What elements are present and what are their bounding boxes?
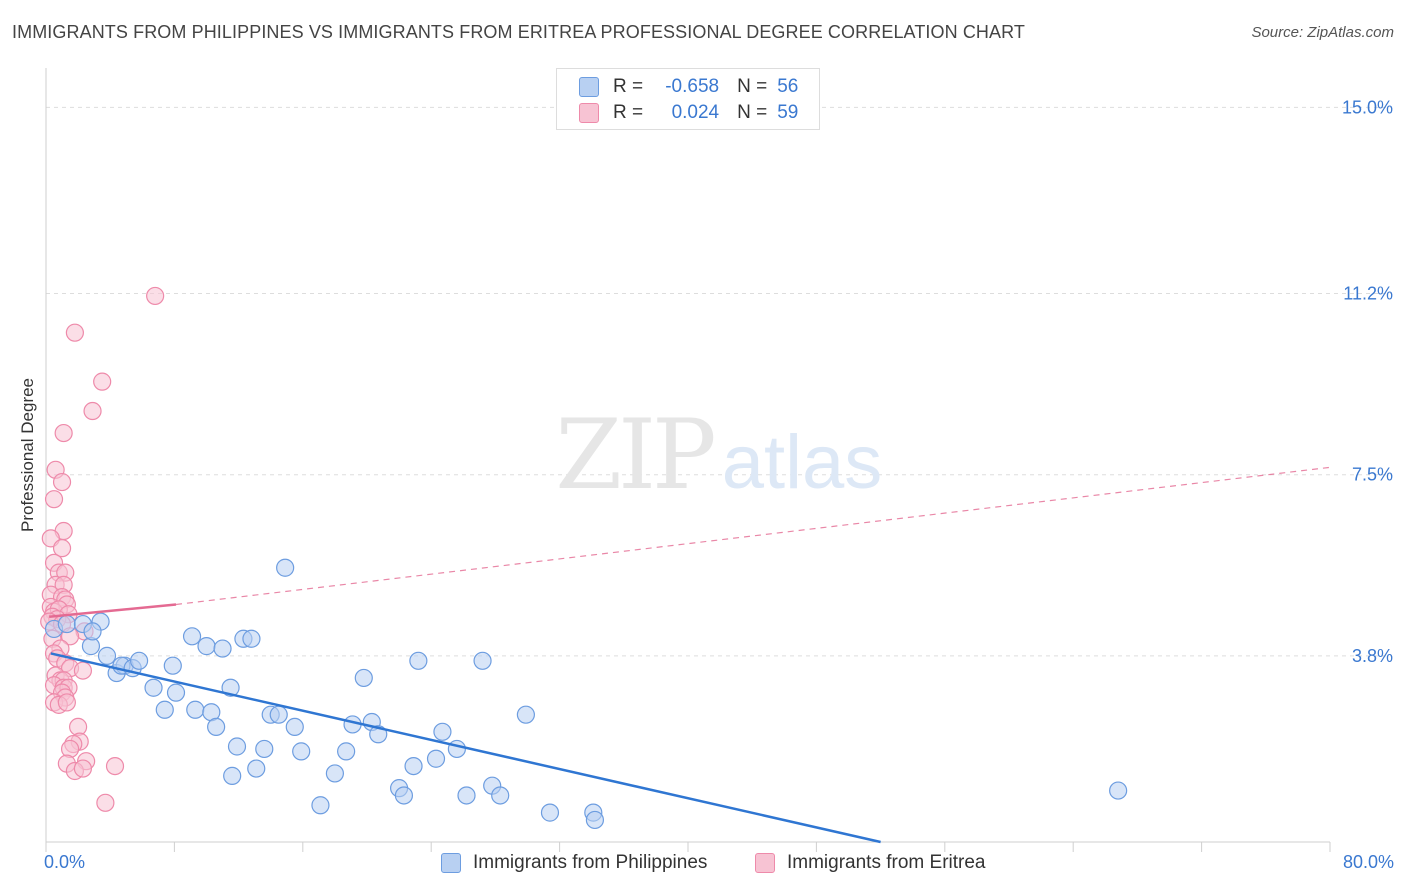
philippines-point bbox=[276, 558, 295, 577]
philippines-point bbox=[404, 756, 423, 776]
philippines-point bbox=[516, 705, 535, 724]
series-legend-eritrea: Immigrants from Eritrea bbox=[755, 852, 985, 874]
philippines-point bbox=[227, 737, 247, 756]
philippines-point bbox=[242, 629, 261, 648]
eritrea-point bbox=[93, 372, 112, 391]
philippines-point bbox=[473, 651, 492, 670]
eritrea-point bbox=[73, 661, 93, 680]
philippines-point bbox=[311, 796, 330, 815]
series-label-eritrea: Immigrants from Eritrea bbox=[787, 852, 986, 873]
philippines-point bbox=[447, 739, 466, 759]
philippines-point bbox=[255, 739, 274, 759]
eritrea-point bbox=[65, 323, 84, 342]
series-swatch-philippines bbox=[441, 853, 461, 873]
series-swatch-eritrea bbox=[755, 853, 775, 873]
eritrea-point bbox=[60, 739, 80, 759]
philippines-point bbox=[285, 717, 304, 737]
philippines-point bbox=[97, 646, 117, 665]
legend-swatch-philippines bbox=[579, 77, 599, 97]
y-tick-label: 3.8% bbox=[1352, 646, 1393, 666]
legend-r-value-philippines: -0.658 bbox=[665, 76, 720, 97]
philippines-point bbox=[197, 637, 216, 656]
source-text: Source: ZipAtlas.com bbox=[1251, 24, 1394, 41]
x-tick-label-min: 0.0% bbox=[44, 852, 86, 872]
eritrea-points bbox=[40, 286, 165, 812]
philippines-points bbox=[44, 558, 1128, 830]
philippines-point bbox=[491, 786, 510, 805]
legend-r-label: R = bbox=[613, 102, 644, 123]
legend-n-label: N = bbox=[737, 76, 768, 97]
correlation-legend: R = -0.658 N = 56 R = 0.024 N = 59 bbox=[556, 68, 820, 130]
series-legend: Immigrants from Philippines Immigrants f… bbox=[0, 852, 1406, 876]
eritrea-point bbox=[54, 423, 73, 443]
legend-row-philippines: R = -0.658 N = 56 bbox=[579, 75, 798, 99]
philippines-point bbox=[337, 742, 356, 761]
philippines-point bbox=[186, 700, 205, 719]
series-legend-philippines: Immigrants from Philippines bbox=[441, 852, 707, 874]
philippines-point bbox=[426, 749, 446, 768]
philippines-point bbox=[129, 651, 149, 670]
y-tick-labels: 3.8% 7.5% 11.2% 15.0% bbox=[1342, 97, 1393, 666]
eritrea-point bbox=[52, 539, 72, 558]
philippines-point bbox=[223, 766, 242, 785]
y-tick-label: 11.2% bbox=[1343, 283, 1393, 303]
philippines-point bbox=[182, 627, 202, 646]
axes bbox=[45, 68, 1331, 852]
legend-r-label: R = bbox=[613, 76, 644, 97]
philippines-point bbox=[213, 639, 232, 658]
philippines-point bbox=[163, 656, 182, 675]
eritrea-point bbox=[52, 472, 72, 492]
philippines-point bbox=[354, 668, 373, 688]
legend-r-value-eritrea: 0.024 bbox=[671, 102, 720, 123]
philippines-trend bbox=[50, 652, 881, 844]
eritrea-trend-solid bbox=[49, 603, 177, 618]
philippines-point bbox=[57, 614, 76, 634]
gridlines bbox=[46, 106, 1392, 657]
legend-swatch-eritrea bbox=[579, 103, 599, 123]
philippines-point bbox=[457, 786, 476, 805]
philippines-point bbox=[433, 722, 452, 741]
eritrea-point bbox=[57, 693, 76, 712]
eritrea-point bbox=[105, 756, 125, 776]
watermark-atlas: atlas bbox=[722, 420, 883, 505]
series-label-philippines: Immigrants from Philippines bbox=[473, 852, 708, 873]
chart-title: IMMIGRANTS FROM PHILIPPINES VS IMMIGRANT… bbox=[12, 22, 1025, 42]
x-tick-label-max: 80.0% bbox=[1342, 852, 1394, 872]
eritrea-trend-dashed bbox=[175, 466, 1331, 606]
legend-n-label: N = bbox=[737, 102, 768, 123]
philippines-point bbox=[269, 705, 288, 724]
legend-n-value-eritrea: 59 bbox=[777, 102, 799, 123]
philippines-point bbox=[540, 803, 560, 822]
trend-lines bbox=[49, 466, 1331, 844]
philippines-point bbox=[155, 700, 174, 719]
philippines-point bbox=[325, 764, 344, 783]
philippines-point bbox=[144, 678, 163, 697]
philippines-point bbox=[585, 810, 605, 830]
philippines-point bbox=[409, 651, 428, 670]
watermark: ZIP atlas bbox=[555, 399, 882, 511]
philippines-point bbox=[83, 622, 102, 641]
philippines-point bbox=[292, 742, 311, 761]
eritrea-point bbox=[96, 793, 115, 812]
philippines-point bbox=[1109, 781, 1128, 800]
y-tick-label: 15.0% bbox=[1342, 97, 1393, 117]
philippines-point bbox=[247, 759, 266, 778]
philippines-point bbox=[221, 678, 240, 697]
philippines-point bbox=[207, 717, 226, 737]
eritrea-point bbox=[146, 286, 165, 306]
philippines-point bbox=[394, 786, 414, 805]
y-tick-label: 7.5% bbox=[1352, 465, 1393, 485]
eritrea-point bbox=[44, 490, 64, 509]
legend-row-eritrea: R = 0.024 N = 59 bbox=[579, 101, 798, 125]
philippines-point bbox=[166, 683, 186, 702]
eritrea-point bbox=[83, 401, 102, 421]
legend-n-value-philippines: 56 bbox=[777, 76, 799, 97]
eritrea-point bbox=[73, 759, 93, 778]
y-axis-label: Professional Degree bbox=[18, 377, 37, 533]
watermark-zip: ZIP bbox=[555, 399, 714, 511]
